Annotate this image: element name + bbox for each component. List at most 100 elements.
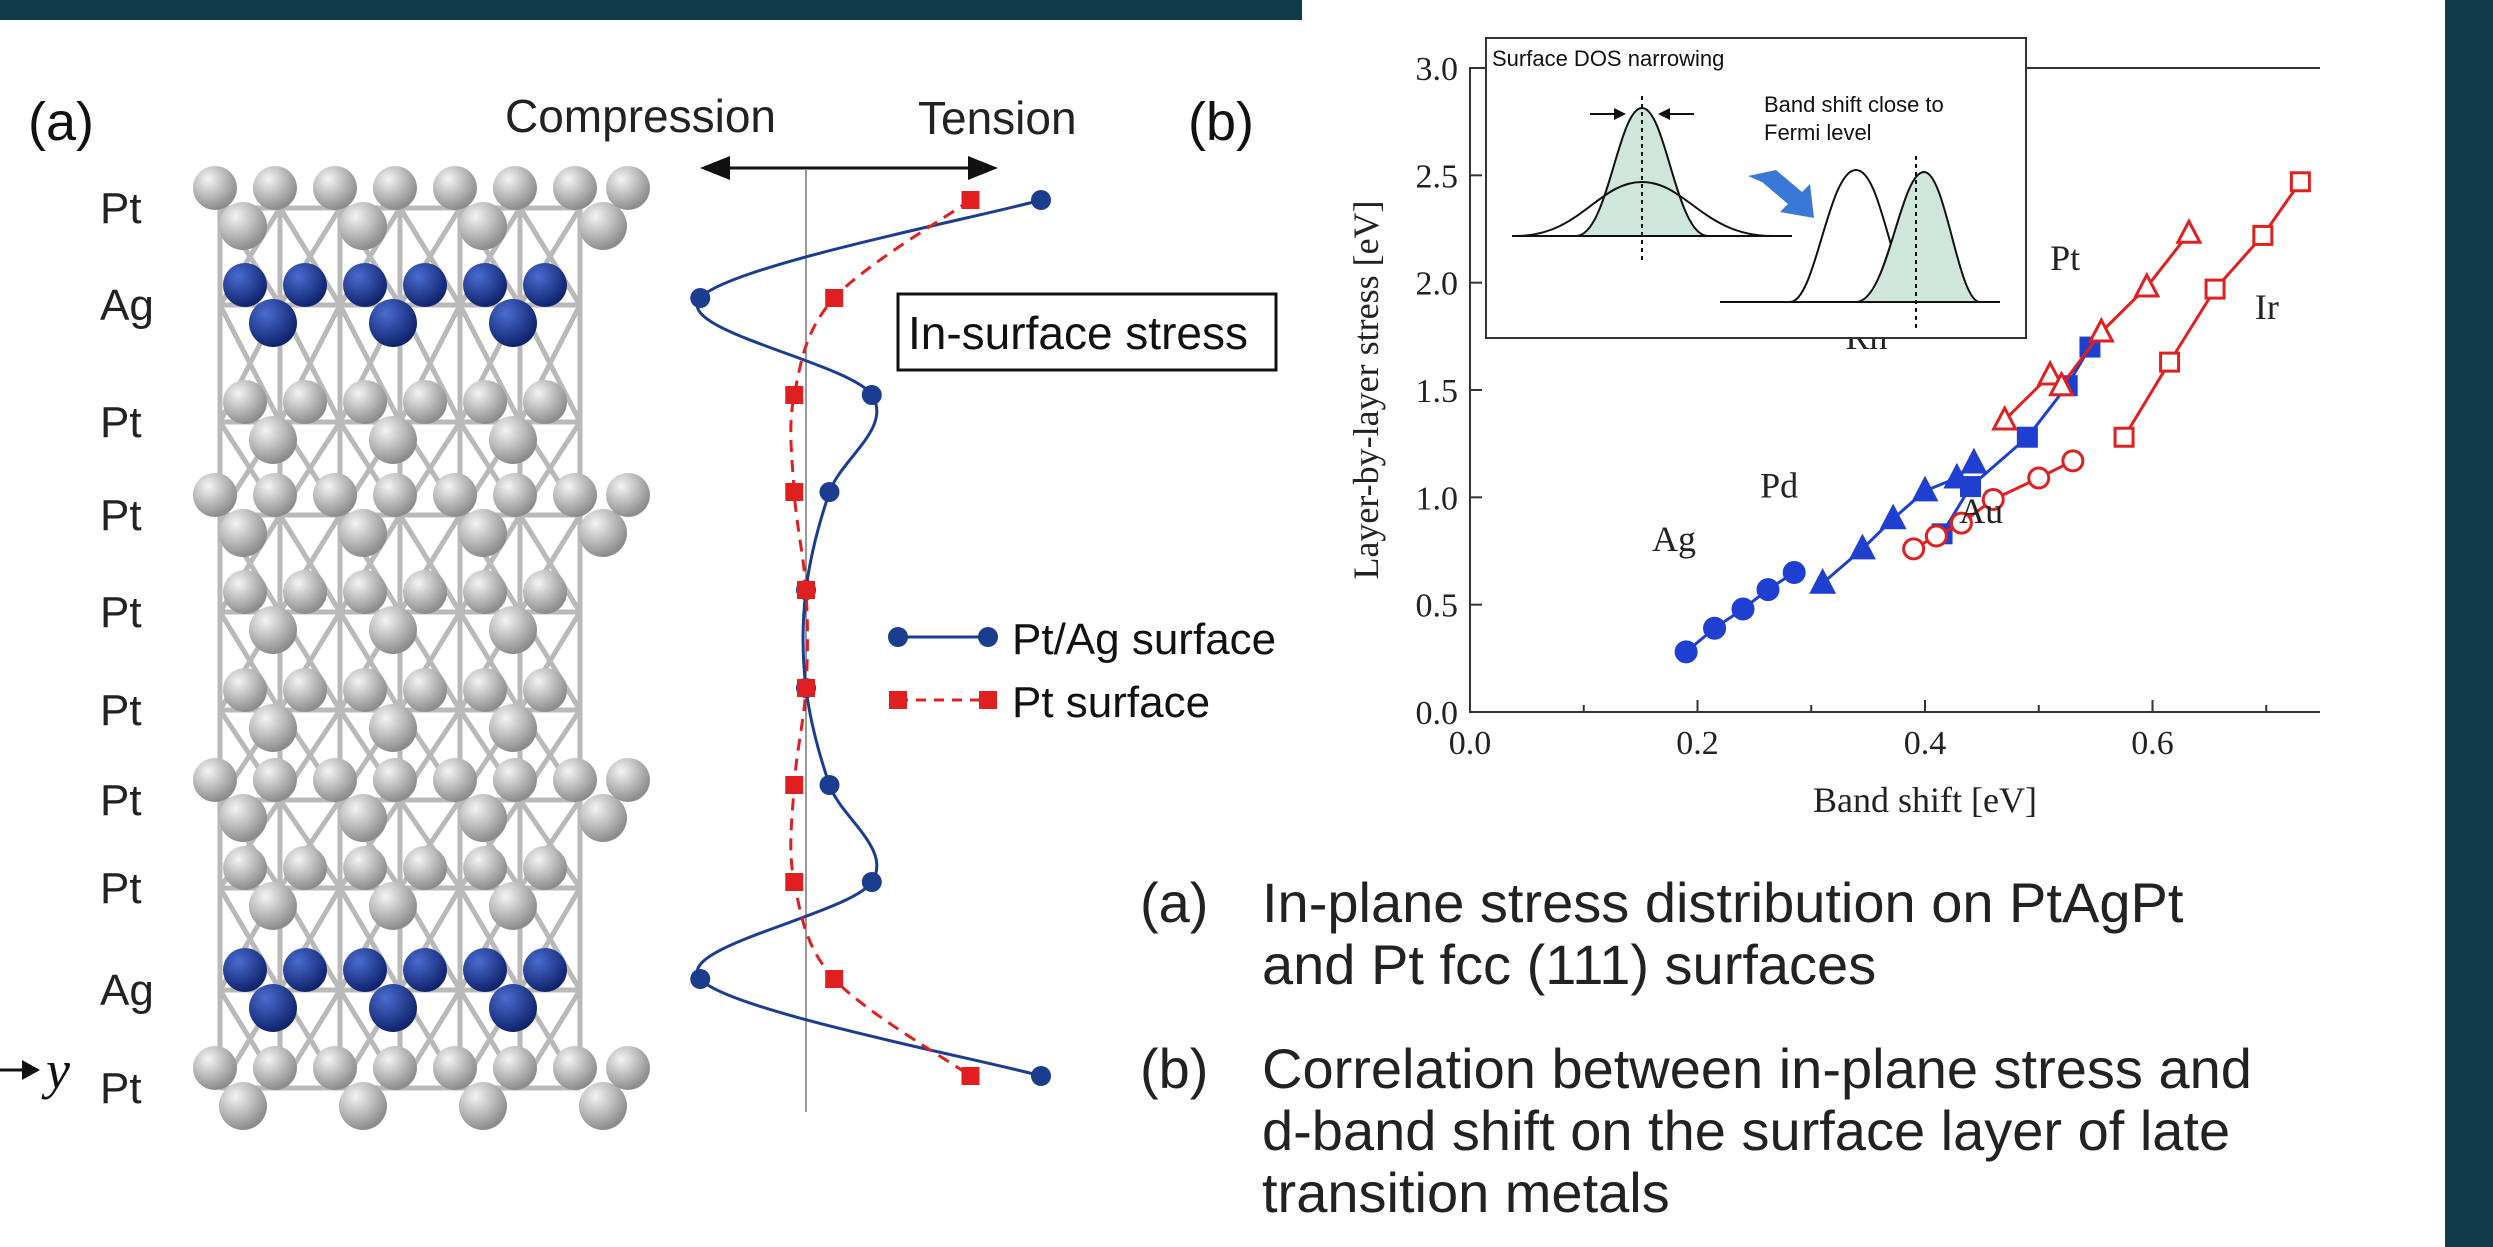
pt-atom <box>606 758 650 802</box>
point-pt <box>2036 359 2064 386</box>
legend-pt: Pt surface <box>889 678 1210 727</box>
ag-atom <box>249 299 297 347</box>
series-label-pt: Pt <box>2050 238 2080 278</box>
pt-atom <box>523 570 567 614</box>
ag-atom <box>463 263 507 307</box>
ag-atom <box>223 948 267 992</box>
shift-arrow <box>1748 170 1814 218</box>
point-ir <box>2252 224 2274 246</box>
point-ir <box>2113 426 2135 448</box>
x-tick-label: 0.0 <box>1449 725 1492 762</box>
ag-atom <box>463 948 507 992</box>
pt-atom <box>253 473 297 517</box>
point-pt <box>2175 218 2203 244</box>
pt-atom <box>493 1046 537 1090</box>
ag-atom <box>343 948 387 992</box>
in-surface-stress-box <box>896 292 1278 372</box>
layer-label-pt: Pt <box>100 491 142 540</box>
point-pt <box>2048 370 2075 397</box>
pt-atom <box>193 1046 237 1090</box>
pt-atom <box>219 202 267 250</box>
pt-atom <box>219 1082 267 1130</box>
pt-atom <box>369 704 417 752</box>
pt-atom <box>253 166 297 210</box>
profile-point <box>797 679 815 697</box>
y-axis-label: Layer-by-layer stress [eV] <box>1346 200 1386 579</box>
inset-note-line1: Band shift close to <box>1764 92 1944 117</box>
x-axis-label: Band shift [eV] <box>1813 780 2037 820</box>
profile-point <box>825 289 844 307</box>
point-pt <box>1991 404 2019 431</box>
y-tick-label: 2.0 <box>1416 266 1459 303</box>
header-bar <box>0 0 1302 20</box>
point-rh <box>1960 476 1981 498</box>
pt-atom <box>373 758 417 802</box>
point-pd <box>1911 475 1939 502</box>
point-au <box>1924 524 1948 548</box>
ag-atom <box>343 263 387 307</box>
ag-atom <box>369 299 417 347</box>
pt-atom <box>369 882 417 930</box>
pt-atom <box>249 704 297 752</box>
point-au <box>1981 487 2005 511</box>
panel-b-label: (b) <box>1188 92 1254 152</box>
shifted-dos-filled <box>1855 170 1981 303</box>
pt-atom <box>463 380 507 424</box>
pt-atom <box>223 668 267 712</box>
pt-atom <box>433 758 477 802</box>
legend-pt-label: Pt surface <box>1012 678 1210 727</box>
pt-atom <box>433 166 477 210</box>
pt-atom <box>313 166 357 210</box>
profile-point <box>1031 1066 1051 1086</box>
profile-point <box>861 385 882 405</box>
profile-point <box>785 483 804 501</box>
pt-atom <box>606 1046 650 1090</box>
pt-atom <box>283 668 327 712</box>
pt-atom <box>523 380 567 424</box>
x-tick-label: 0.2 <box>1676 725 1719 762</box>
ag-atom <box>489 299 537 347</box>
pt-atom <box>553 166 597 210</box>
pt-atom <box>193 473 237 517</box>
y-tick-label: 0.5 <box>1416 588 1459 625</box>
series-label-ir: Ir <box>2255 287 2279 327</box>
wide-dos-peak <box>1515 180 1773 237</box>
panel-a-label: (a) <box>28 92 94 152</box>
point-ir <box>2204 278 2226 300</box>
pt-atom <box>489 606 537 654</box>
pt-atom <box>373 473 417 517</box>
inset-note-line2: Fermi level <box>1764 120 1872 145</box>
pt-atom <box>193 758 237 802</box>
pt-atom <box>373 1046 417 1090</box>
panel-a: (a) Compression Tension In-surface stres… <box>0 90 1278 1130</box>
profile-point <box>961 1067 980 1085</box>
pt-atom <box>403 668 447 712</box>
pt-atom <box>459 1082 507 1130</box>
y-tick-label: 2.5 <box>1416 158 1459 195</box>
pt-atom <box>193 166 237 210</box>
pt-atom <box>553 758 597 802</box>
caption-a-label: (a) <box>1140 871 1209 934</box>
pt-atom <box>463 846 507 890</box>
stress-direction-arrow <box>700 156 998 180</box>
pt-atom <box>579 1082 627 1130</box>
pt-atom <box>253 758 297 802</box>
pt-atom <box>433 473 477 517</box>
series-label-pd: Pd <box>1760 465 1798 505</box>
point-au <box>2027 466 2051 490</box>
x-tick-label: 0.6 <box>2131 725 2174 762</box>
tension-label: Tension <box>918 92 1077 144</box>
ag-atom <box>283 948 327 992</box>
pt-atom <box>606 473 650 517</box>
point-au <box>2061 449 2085 473</box>
profile-point <box>785 873 804 891</box>
ag-atom <box>249 984 297 1032</box>
layer-label-pt: Pt <box>100 864 142 913</box>
dos-inset: Surface DOS narrowing Band shift close t… <box>1485 37 2027 339</box>
pt-atom <box>313 758 357 802</box>
profile-point <box>819 482 840 502</box>
y-axis-indicator: y <box>0 1040 70 1100</box>
legend-pt-ag: Pt/Ag surface <box>888 615 1276 664</box>
pt-atom <box>369 416 417 464</box>
point-ag <box>1703 616 1727 640</box>
